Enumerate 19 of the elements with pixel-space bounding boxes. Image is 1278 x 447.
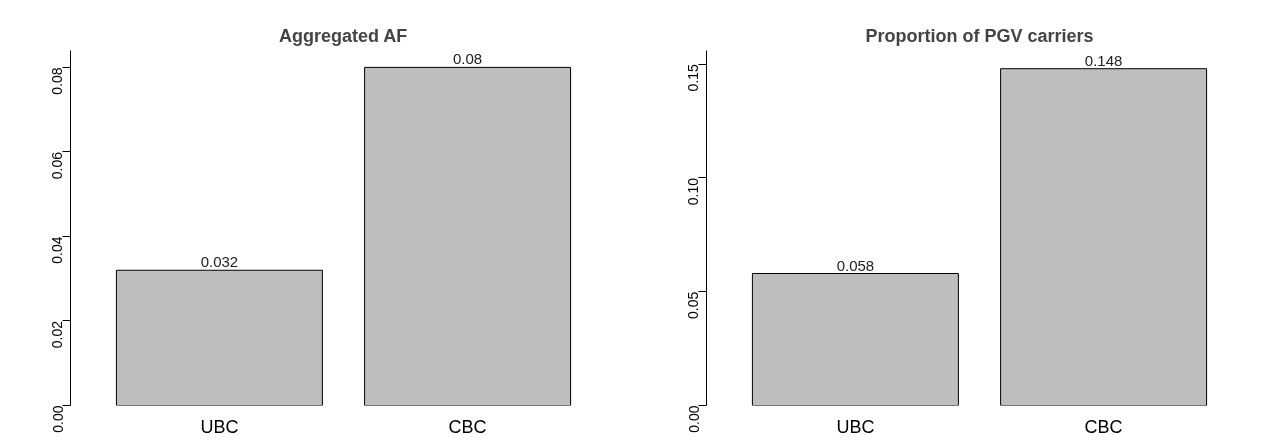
y-tick-label: 0.05 [685, 291, 702, 319]
y-tick-label: 0.08 [49, 67, 66, 95]
y-tick-label: 0.10 [685, 177, 702, 206]
y-tick-label: 0.06 [49, 151, 66, 180]
x-tick-label: UBC [836, 416, 875, 437]
y-tick-label: 0.04 [49, 236, 66, 264]
y-tick-label: 0.02 [49, 320, 66, 349]
y-tick-label: 0.00 [685, 405, 702, 433]
chart-title: Aggregated AF [279, 25, 408, 46]
data-label: 0.08 [452, 50, 483, 68]
x-tick-label: CBC [448, 416, 487, 437]
x-tick-label: UBC [200, 416, 239, 437]
data-label: 0.058 [836, 256, 875, 274]
data-label: 0.032 [200, 253, 239, 271]
chart-title: Proportion of PGV carriers [865, 25, 1094, 46]
x-tick-label: CBC [1084, 416, 1123, 437]
y-tick-label: 0.15 [685, 63, 702, 92]
y-tick-label: 0.00 [49, 405, 66, 433]
data-label: 0.148 [1084, 51, 1123, 69]
